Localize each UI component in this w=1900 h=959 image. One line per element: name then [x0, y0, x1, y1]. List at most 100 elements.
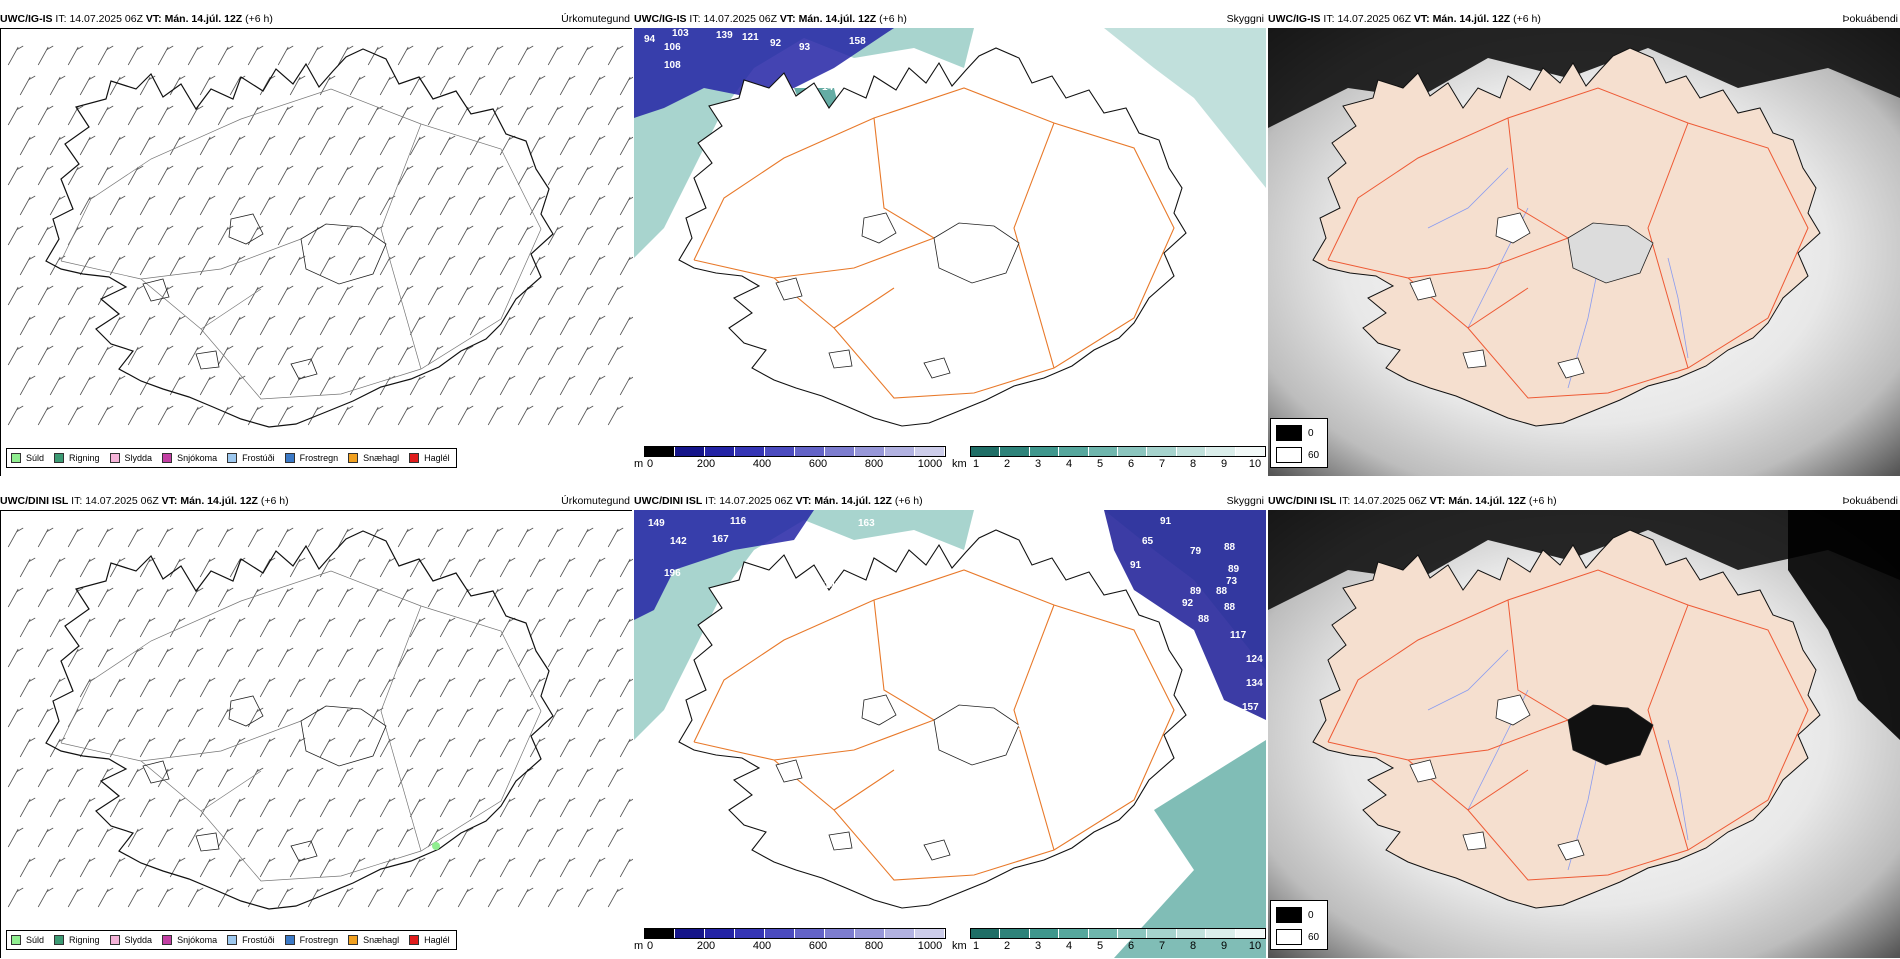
legend-label: Slydda: [124, 453, 153, 463]
legend-swatch: [348, 935, 359, 945]
init-time: 14.07.2025 06Z: [1337, 13, 1411, 25]
scale-unit: km: [952, 458, 967, 470]
legend-swatch: [409, 935, 420, 945]
fog-legend-row: 0: [1276, 907, 1314, 923]
map-view: [0, 28, 633, 477]
cloudbase-label: 238: [822, 558, 839, 569]
legend-label: Rigning: [69, 453, 100, 463]
fog-legend-swatch: [1276, 425, 1302, 441]
fog-legend: 0 60: [1270, 900, 1328, 950]
cloudbase-label: 88: [1198, 614, 1210, 625]
valid-time: Mán. 14.júl. 12Z: [1448, 495, 1526, 507]
scale-tick: 10: [1248, 940, 1262, 952]
legend-swatch: [54, 453, 65, 463]
scale-tick: 1000: [917, 458, 943, 470]
fog-legend-swatch: [1276, 907, 1302, 923]
glacier-outline: [861, 212, 897, 244]
field-type: Úrkomutegund: [561, 13, 630, 25]
fog-legend-row: 60: [1276, 447, 1319, 463]
legend-swatch: [227, 453, 238, 463]
cloudbase-low-area: [634, 510, 814, 620]
lead-time: (+6 h): [1513, 13, 1541, 25]
glacier-outline: [923, 839, 951, 861]
valid-time: Mán. 14.júl. 12Z: [180, 495, 258, 507]
cloudbase-label: 121: [742, 32, 759, 43]
cloudbase-label: 142: [670, 536, 687, 547]
forecast-panel-5: UWC/DINI ISL IT: 14.07.2025 06Z VT: Mán.…: [634, 494, 1266, 958]
valid-time-label: VT:: [1429, 495, 1446, 507]
precip-drizzle-spot: [432, 842, 440, 850]
glacier-outline: [195, 350, 220, 370]
legend-label: Frostregn: [299, 453, 339, 463]
glacier-outline: [228, 213, 264, 245]
scale-tick: 800: [864, 940, 884, 952]
fog-dark-area: [1268, 28, 1900, 128]
scale-tick: 3: [1034, 458, 1042, 470]
init-time-label: IT:: [71, 495, 83, 507]
rivers: [1427, 167, 1689, 389]
scale-tick: 0: [646, 940, 654, 952]
cloudbase-label: 89: [1190, 586, 1202, 597]
visibility-low-area: [1104, 28, 1266, 188]
map-background: [1, 511, 633, 959]
glacier-outline: [828, 349, 853, 369]
cloudbase-low-area: [1104, 510, 1266, 720]
glacier-outline: [1567, 704, 1654, 766]
cloudbase-label: 73: [1226, 576, 1238, 587]
scale-tick: 1: [972, 458, 980, 470]
legend-item: Haglél: [409, 935, 450, 945]
scale-tick: 8: [1189, 458, 1197, 470]
scale-tick: 9: [1220, 940, 1228, 952]
cloudbase-label: 88: [1216, 586, 1228, 597]
glacier-outline: [1567, 222, 1654, 284]
cloudbase-low-area: [634, 28, 894, 118]
legend-label: Súld: [26, 453, 45, 463]
glacier-outline: [1495, 694, 1531, 726]
cloudbase-scale: m 0 200 400 600 800 1000: [634, 928, 946, 956]
glacier-outline: [1557, 839, 1585, 861]
forecast-panel-2: UWC/IG-IS IT: 14.07.2025 06Z VT: Mán. 14…: [634, 12, 1266, 476]
panel-header: UWC/IG-IS IT: 14.07.2025 06Z VT: Mán. 14…: [1268, 12, 1900, 28]
cloudbase-label: 103: [672, 28, 689, 39]
model-name: UWC/IG-IS: [634, 13, 687, 25]
field-type: Þokuábendi: [1842, 13, 1898, 25]
cloudbase-label: 149: [648, 518, 665, 529]
legend-item: Haglél: [409, 453, 450, 463]
legend-item: Slydda: [109, 453, 153, 463]
lead-time: (+6 h): [245, 13, 273, 25]
glacier-outline: [1409, 277, 1437, 301]
glacier-outline: [1495, 212, 1531, 244]
forecast-panel-1: UWC/IG-IS IT: 14.07.2025 06Z VT: Mán. 14…: [0, 12, 633, 477]
scale-tick: 400: [752, 458, 772, 470]
cloudbase-label: 145: [824, 580, 841, 591]
glacier-outline: [923, 357, 951, 379]
cloudbase-scale: m 0 200 400 600 800 1000: [634, 446, 946, 474]
wind-barbs: [7, 45, 633, 426]
glacier-outline: [775, 277, 803, 301]
legend-label: Frostregn: [299, 935, 339, 945]
scale-unit: m: [634, 940, 644, 952]
field-type: Þokuábendi: [1842, 495, 1898, 507]
legend-item: Frostúði: [227, 453, 275, 463]
scale-tick: 4: [1065, 940, 1073, 952]
legend-label: Frostúði: [242, 935, 275, 945]
panel-header: UWC/DINI ISL IT: 14.07.2025 06Z VT: Mán.…: [0, 494, 632, 510]
glacier-outline: [1462, 831, 1487, 851]
legend-item: Súld: [11, 935, 44, 945]
legend-swatch: [162, 935, 173, 945]
legend-swatch: [11, 935, 21, 945]
legend-item: Snæhagl: [348, 935, 399, 945]
visibility-scale: km 1 2 3 4 5 6 7 8 9 10: [952, 446, 1266, 474]
roads: [693, 87, 1175, 399]
scale-tick: 200: [696, 940, 716, 952]
legend-label: Haglél: [424, 453, 450, 463]
glacier-outline: [290, 840, 318, 862]
init-time: 14.07.2025 06Z: [69, 13, 143, 25]
legend-item: Snjókoma: [162, 935, 217, 945]
cloudbase-label: 147: [822, 82, 839, 93]
scale-tick: 6: [1127, 458, 1135, 470]
roads: [1327, 569, 1809, 881]
glacier-outline: [142, 278, 170, 302]
scale-unit: km: [952, 940, 967, 952]
valid-time: Mán. 14.júl. 12Z: [798, 13, 877, 25]
